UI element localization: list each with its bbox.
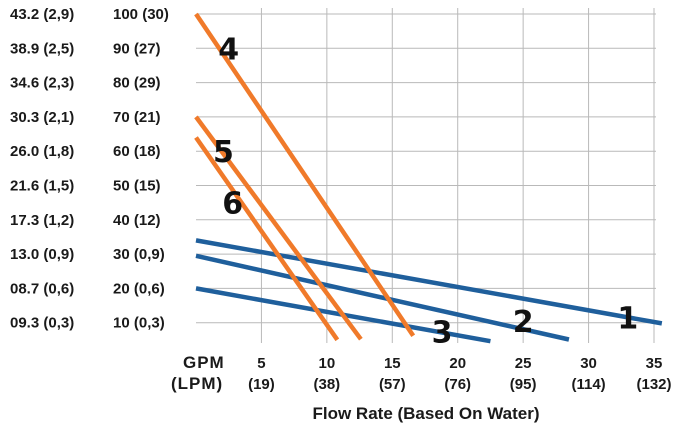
y-tick-label-psi: 09.3 (0,3) bbox=[10, 315, 74, 332]
x-tick-label-gpm: 25 bbox=[515, 355, 532, 372]
y-tick-label-psi: 38.9 (2,5) bbox=[10, 40, 74, 57]
x-tick-label-gpm: 20 bbox=[449, 355, 466, 372]
y-tick-label-psi: 21.6 (1,5) bbox=[10, 178, 74, 195]
y-tick-label-ft: 50 (15) bbox=[113, 178, 161, 195]
y-tick-label-psi: 13.0 (0,9) bbox=[10, 246, 74, 263]
x-tick-label-gpm: 35 bbox=[646, 355, 663, 372]
x-unit-lpm: (LPM) bbox=[171, 374, 223, 393]
x-tick-label-gpm: 15 bbox=[384, 355, 401, 372]
grid bbox=[196, 8, 656, 343]
y-axis-labels: 09.3 (0,3) 10 (0,3) 08.7 (0,6) 20 (0,6) 13.0… bbox=[10, 6, 169, 332]
x-tick-label-lpm: (95) bbox=[510, 376, 537, 393]
x-tick-label-lpm: (19) bbox=[248, 376, 275, 393]
y-tick-label-ft: 90 (27) bbox=[113, 40, 161, 57]
series-line-5 bbox=[194, 115, 363, 341]
y-tick-label-ft: 60 (18) bbox=[113, 143, 161, 160]
y-tick-label-ft: 40 (12) bbox=[113, 212, 161, 229]
x-tick-label-gpm: 5 bbox=[257, 355, 265, 372]
y-tick-label-ft: 80 (29) bbox=[113, 75, 161, 92]
y-tick-label-psi: 17.3 (1,2) bbox=[10, 212, 74, 229]
y-tick-label-ft: 70 (21) bbox=[113, 109, 161, 126]
x-axis-title: Flow Rate (Based On Water) bbox=[312, 404, 539, 423]
x-tick-label-gpm: 30 bbox=[580, 355, 597, 372]
x-axis-labels: GPM (LPM) 5 (19) 10 (38) 15 (57) 20 (76) 25 (95) 3… bbox=[171, 353, 672, 393]
x-tick-label-gpm: 10 bbox=[319, 355, 336, 372]
x-tick-label-lpm: (132) bbox=[636, 376, 671, 393]
x-unit-gpm: GPM bbox=[183, 353, 225, 372]
y-tick-label-psi: 08.7 (0,6) bbox=[10, 280, 74, 297]
series-lines bbox=[194, 12, 663, 344]
series-label-6: 6 bbox=[222, 187, 243, 222]
x-tick-label-lpm: (114) bbox=[571, 376, 605, 393]
series-label-3: 3 bbox=[432, 315, 453, 350]
y-tick-label-ft: 100 (30) bbox=[113, 6, 169, 23]
series-line-2 bbox=[195, 253, 570, 342]
x-tick-label-lpm: (38) bbox=[314, 376, 341, 393]
y-tick-label-psi: 30.3 (2,1) bbox=[10, 109, 74, 126]
series-line-1 bbox=[195, 238, 663, 326]
y-tick-label-psi: 34.6 (2,3) bbox=[10, 75, 74, 92]
y-tick-label-ft: 20 (0,6) bbox=[113, 280, 165, 297]
series-line-6 bbox=[194, 136, 340, 342]
y-tick-label-psi: 26.0 (1,8) bbox=[10, 143, 74, 160]
series-label-4: 4 bbox=[218, 32, 239, 67]
x-tick-label-lpm: (76) bbox=[444, 376, 471, 393]
series-label-2: 2 bbox=[513, 305, 534, 340]
series-labels: 1 2 3 4 5 6 bbox=[213, 32, 638, 350]
y-tick-label-ft: 30 (0,9) bbox=[113, 246, 165, 263]
y-tick-label-ft: 10 (0,3) bbox=[113, 315, 165, 332]
x-tick-label-lpm: (57) bbox=[379, 376, 406, 393]
series-line-4 bbox=[194, 12, 416, 337]
y-tick-label-psi: 43.2 (2,9) bbox=[10, 6, 74, 23]
series-label-1: 1 bbox=[617, 302, 638, 337]
series-label-5: 5 bbox=[213, 135, 234, 170]
